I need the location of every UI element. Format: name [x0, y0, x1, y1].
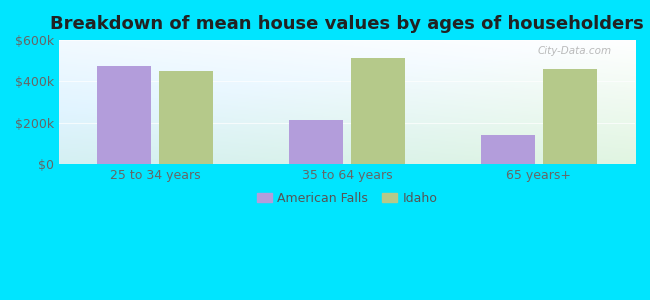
Legend: American Falls, Idaho: American Falls, Idaho: [252, 187, 443, 210]
Bar: [159, 71, 213, 164]
Text: City-Data.com: City-Data.com: [538, 46, 612, 56]
Bar: [351, 58, 404, 164]
Bar: [482, 135, 535, 164]
Bar: [98, 66, 151, 164]
Title: Breakdown of mean house values by ages of householders: Breakdown of mean house values by ages o…: [50, 15, 644, 33]
Bar: [289, 120, 343, 164]
Bar: [543, 69, 597, 164]
